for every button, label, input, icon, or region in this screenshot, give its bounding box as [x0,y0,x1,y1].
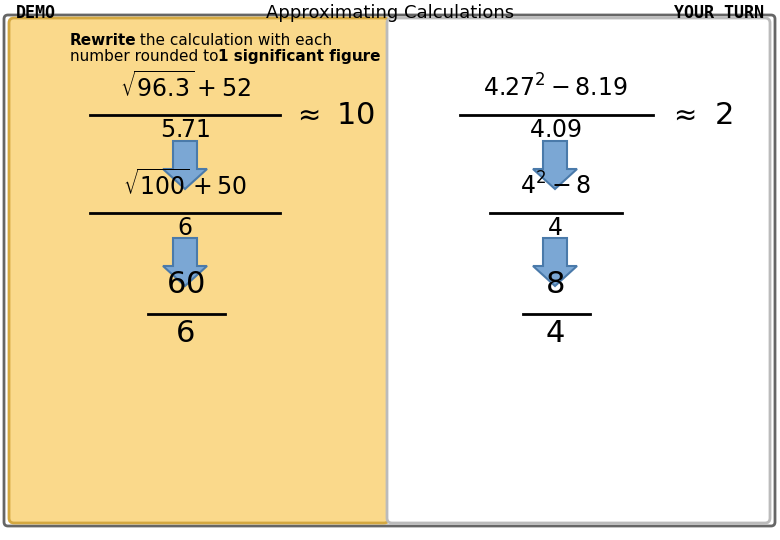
Text: $6$: $6$ [177,217,193,240]
Text: $60$: $60$ [165,269,204,300]
Text: YOUR TURN: YOUR TURN [674,4,764,22]
Text: Approximating Calculations: Approximating Calculations [266,4,514,22]
Text: $\approx$: $\approx$ [668,102,696,129]
FancyArrow shape [163,238,207,286]
FancyArrow shape [163,141,207,189]
Text: $8$: $8$ [545,269,565,300]
Text: $2$: $2$ [714,99,732,131]
Text: $4$: $4$ [545,318,565,349]
Text: $\sqrt{96.3}+52$: $\sqrt{96.3}+52$ [119,71,250,102]
FancyBboxPatch shape [387,18,770,523]
Text: Rewrite: Rewrite [70,33,136,48]
Text: $\sqrt{100}+50$: $\sqrt{100}+50$ [123,170,247,200]
Text: number rounded to: number rounded to [70,49,223,64]
FancyArrow shape [533,238,577,286]
Text: $10$: $10$ [336,99,374,131]
Text: DEMO: DEMO [16,4,56,22]
FancyBboxPatch shape [4,15,775,526]
FancyBboxPatch shape [9,18,389,523]
Text: $5.71$: $5.71$ [160,119,211,142]
Text: the calculation with each: the calculation with each [135,33,332,48]
Text: $4^2-8$: $4^2-8$ [519,173,590,200]
Text: $\approx$: $\approx$ [292,102,320,129]
Text: $4$: $4$ [548,217,563,240]
FancyArrow shape [533,141,577,189]
Text: $6$: $6$ [176,318,195,349]
Text: 1 significant figure: 1 significant figure [218,49,381,64]
Text: .: . [355,49,365,64]
Text: $4.27^2-8.19$: $4.27^2-8.19$ [483,75,627,102]
Text: $4.09$: $4.09$ [529,119,581,142]
